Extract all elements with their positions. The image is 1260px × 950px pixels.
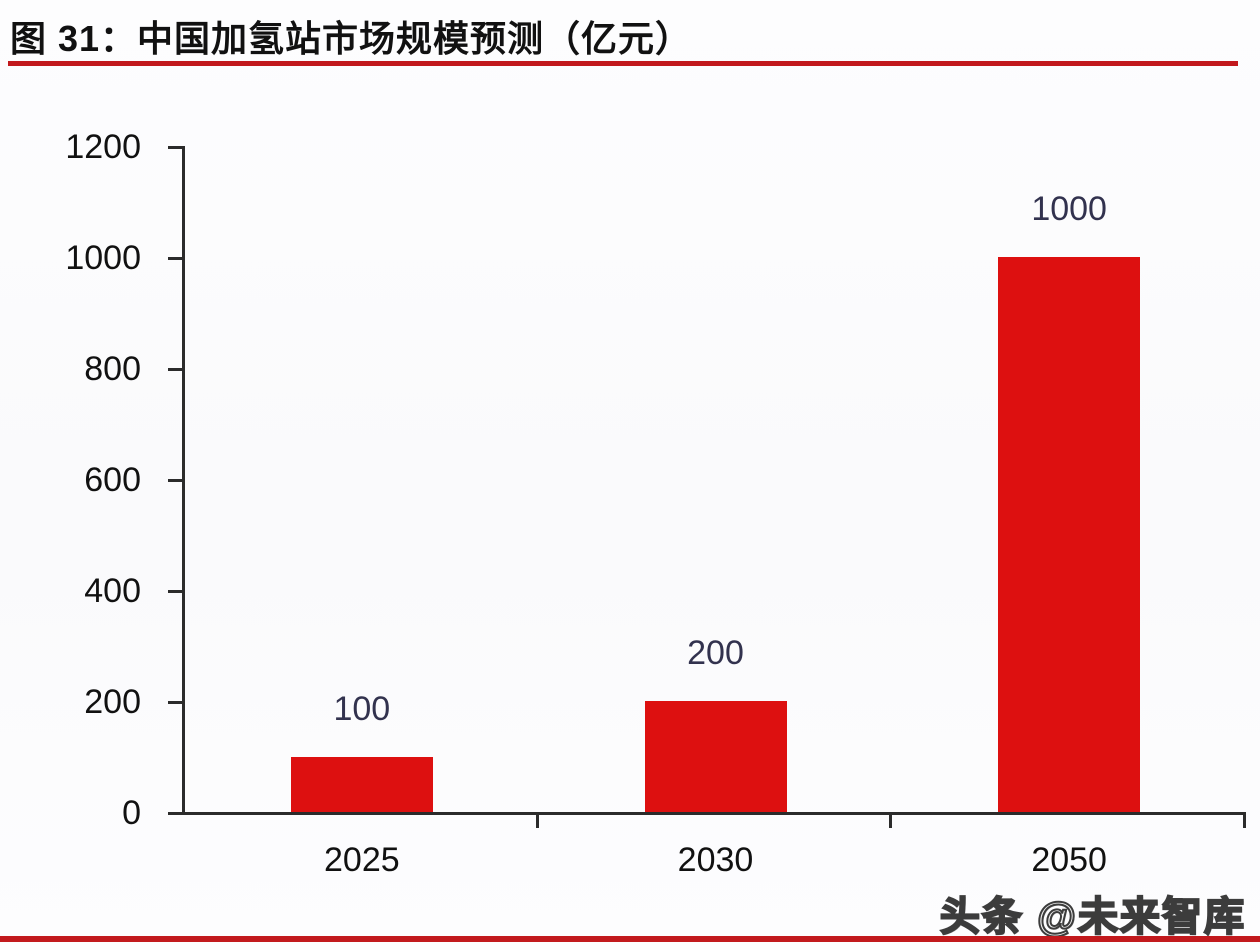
y-axis-tick-label: 200	[84, 683, 141, 721]
bottom-rule-divider	[0, 936, 1260, 942]
x-axis-category-label: 2025	[324, 841, 400, 879]
y-axis-tick	[168, 146, 182, 149]
bar-2025[interactable]	[290, 756, 433, 812]
y-axis-tick	[168, 701, 182, 704]
x-axis-tick	[1243, 815, 1246, 828]
y-axis-tick-label: 1000	[65, 239, 141, 277]
x-axis-category-label: 2030	[677, 841, 754, 879]
x-axis-tick	[889, 815, 893, 828]
bar-value-label: 1000	[1031, 190, 1107, 228]
y-axis-tick-label: 600	[84, 461, 141, 499]
y-axis-tick	[168, 812, 182, 815]
y-axis-tick	[168, 479, 182, 482]
y-axis-tick-label: 400	[84, 572, 141, 610]
y-axis-tick-label: 0	[122, 794, 141, 832]
y-axis-line	[182, 146, 185, 815]
x-axis-category-label: 2050	[1031, 841, 1107, 879]
x-axis-line	[182, 812, 1246, 815]
x-axis-tick	[535, 815, 539, 828]
y-axis-tick	[168, 368, 182, 371]
figure-title: 图 31：中国加氢站市场规模预测（亿元）	[10, 18, 693, 59]
bar-value-label: 100	[333, 689, 391, 728]
y-axis-tick-label: 1200	[65, 128, 141, 166]
y-axis-tick	[168, 257, 182, 260]
watermark-text: 头条 @未来智库	[939, 894, 1246, 940]
title-rule-divider	[8, 61, 1238, 66]
bar-value-label: 200	[687, 634, 744, 672]
y-axis-tick-label: 800	[84, 350, 141, 388]
bar-2050[interactable]	[998, 257, 1141, 812]
y-axis-tick	[168, 590, 182, 593]
bar-2030[interactable]	[644, 701, 787, 812]
